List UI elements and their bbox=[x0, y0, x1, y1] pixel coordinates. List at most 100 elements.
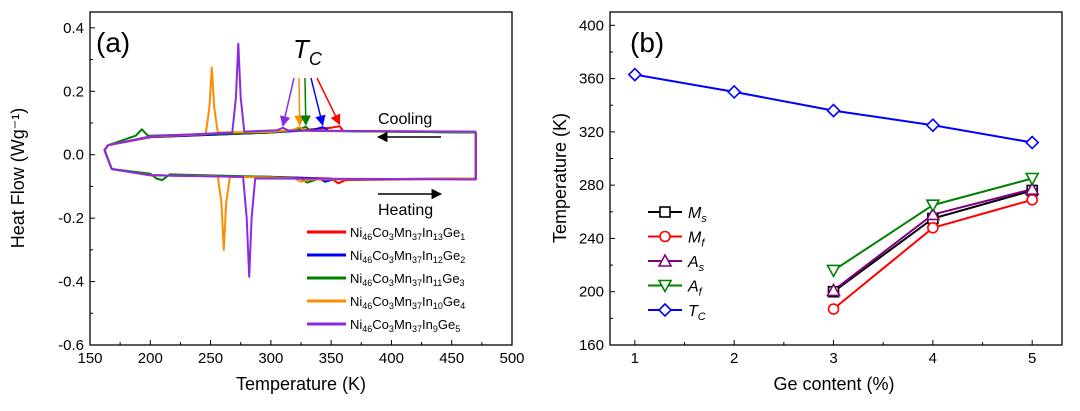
legend-label-TC: TC bbox=[688, 303, 706, 323]
formula-element: Mn bbox=[394, 271, 412, 286]
panel-b-plot-area bbox=[627, 67, 1040, 315]
panel-a-legend: Ni46Co3Mn37In13Ge1Ni46Co3Mn37In12Ge2Ni46… bbox=[307, 225, 465, 334]
formula-element: In bbox=[422, 248, 433, 263]
panel-b-x-tick-label: 5 bbox=[1028, 350, 1036, 367]
legend-symbol: M bbox=[688, 230, 702, 247]
formula-element: In bbox=[422, 317, 433, 332]
formula-element: Ni bbox=[350, 294, 362, 309]
panel-a: (a) Temperature (K) Heat Flow (Wg⁻¹) 150… bbox=[8, 11, 525, 394]
legend-subscript: f bbox=[701, 238, 705, 250]
data-point-circle bbox=[1026, 194, 1038, 206]
formula-subscript: 46 bbox=[362, 278, 372, 288]
legend-subscript: f bbox=[699, 287, 703, 299]
panel-b-ticks: 1 2 3 4 5 160 200 240 280 320 360 400 bbox=[579, 17, 1036, 367]
formula-subscript: 3 bbox=[389, 255, 394, 265]
data-point-triangle-up bbox=[925, 206, 941, 221]
panel-b-x-tick-label: 4 bbox=[929, 350, 937, 367]
tc-arrow-Ge3 bbox=[300, 77, 311, 126]
data-point-triangle-down bbox=[657, 279, 673, 294]
panel-b-y-tick-label: 320 bbox=[579, 124, 604, 141]
formula-element: Mn bbox=[394, 248, 412, 263]
tc-annotation-main: T bbox=[293, 34, 311, 64]
data-point-diamond bbox=[826, 103, 841, 118]
formula-element: Ge bbox=[443, 248, 460, 263]
panel-a-y-tick-label: -0.2 bbox=[58, 210, 84, 227]
panel-b-y-tick-label: 200 bbox=[579, 284, 604, 301]
formula-element: Ge bbox=[442, 271, 459, 286]
dsc-curve-Ge5 bbox=[103, 42, 477, 278]
legend-symbol: T bbox=[688, 303, 699, 320]
data-point-diamond bbox=[627, 67, 642, 82]
panel-a-y-tick-label: -0.4 bbox=[58, 274, 84, 291]
legend-label-Ms: Ms bbox=[688, 205, 707, 225]
data-point-circle bbox=[827, 303, 840, 315]
legend-label-As: As bbox=[687, 254, 705, 274]
tc-arrow-Ge4 bbox=[294, 77, 305, 127]
panel-a-y-tick-label: 0.4 bbox=[63, 20, 84, 37]
tc-arrow-Ge2 bbox=[310, 77, 326, 127]
panel-b-y-tick-label: 360 bbox=[579, 71, 604, 88]
formula-subscript: 3 bbox=[389, 232, 394, 242]
data-point-diamond bbox=[1025, 135, 1040, 150]
panel-b-y-axis-label: Temperature (K) bbox=[550, 113, 570, 243]
legend-label-Ge4: Ni46Co3Mn37In10Ge4 bbox=[350, 294, 465, 311]
formula-element: Ni bbox=[350, 248, 362, 263]
legend-label-Ge1: Ni46Co3Mn37In13Ge1 bbox=[350, 225, 465, 242]
formula-element: Co bbox=[372, 225, 389, 240]
formula-element: Co bbox=[372, 317, 389, 332]
formula-subscript: 9 bbox=[433, 324, 438, 334]
tc-arrow-Ge5 bbox=[279, 77, 295, 127]
panel-a-x-tick-label: 350 bbox=[319, 350, 344, 367]
panel-b-y-tick-label: 160 bbox=[579, 337, 604, 354]
panel-b-x-axis-label: Ge content (%) bbox=[773, 374, 894, 394]
panel-b-y-tick-label: 280 bbox=[579, 177, 604, 194]
legend-symbol: A bbox=[687, 254, 699, 271]
data-point-diamond bbox=[727, 84, 742, 100]
tc-annotation-sub: C bbox=[309, 49, 323, 69]
panel-a-ticks: 150 200 250 300 350 400 450 500 -0.6 -0.4 -0.2 0.0 0… bbox=[58, 20, 524, 367]
panel-a-plot-area bbox=[103, 42, 477, 278]
panel-a-label: (a) bbox=[96, 27, 130, 58]
formula-subscript: 46 bbox=[362, 324, 372, 334]
data-point-triangle-down bbox=[826, 264, 841, 279]
formula-element: Ge bbox=[443, 225, 460, 240]
formula-element: Ni bbox=[350, 225, 362, 240]
data-point-triangle-up bbox=[657, 253, 673, 267]
legend-symbol: M bbox=[688, 205, 702, 222]
formula-subscript: 46 bbox=[362, 255, 372, 265]
panel-a-x-tick-label: 300 bbox=[258, 350, 283, 367]
data-point-circle bbox=[659, 230, 671, 243]
formula-subscript: 37 bbox=[412, 278, 422, 288]
formula-subscript: 12 bbox=[433, 255, 443, 265]
panel-b-frame bbox=[609, 11, 1063, 346]
data-point-circle bbox=[927, 221, 939, 234]
data-point-diamond bbox=[925, 118, 940, 133]
tc-annotation: TC bbox=[293, 34, 323, 69]
heating-label: Heating bbox=[378, 202, 433, 219]
data-point-triangle-down bbox=[925, 199, 941, 213]
formula-element: In bbox=[422, 294, 433, 309]
formula-element: Co bbox=[372, 271, 389, 286]
formula-subscript: 46 bbox=[362, 301, 372, 311]
formula-subscript: 3 bbox=[460, 278, 465, 288]
formula-element: Co bbox=[372, 294, 389, 309]
panel-b-y-tick-label: 240 bbox=[579, 230, 604, 247]
data-point-triangle-up bbox=[1024, 181, 1040, 195]
formula-subscript: 3 bbox=[389, 301, 394, 311]
formula-element: Ge bbox=[443, 294, 460, 309]
legend-label-Ge3: Ni46Co3Mn37In11Ge3 bbox=[350, 271, 465, 288]
panel-b-x-tick-label: 2 bbox=[730, 350, 738, 367]
panel-a-y-axis-label: Heat Flow (Wg⁻¹) bbox=[8, 108, 28, 249]
panel-a-x-tick-label: 450 bbox=[439, 350, 464, 367]
legend-subscript: s bbox=[699, 262, 705, 274]
legend-label-Mf: Mf bbox=[688, 230, 705, 250]
formula-subscript: 4 bbox=[460, 301, 465, 311]
panel-b-x-tick-label: 1 bbox=[631, 350, 639, 367]
formula-subscript: 37 bbox=[412, 255, 422, 265]
formula-element: Ge bbox=[438, 317, 455, 332]
formula-element: Mn bbox=[394, 317, 412, 332]
legend-label-Ge2: Ni46Co3Mn37In12Ge2 bbox=[350, 248, 465, 265]
panel-b-label: (b) bbox=[630, 27, 664, 58]
formula-subscript: 2 bbox=[460, 255, 465, 265]
